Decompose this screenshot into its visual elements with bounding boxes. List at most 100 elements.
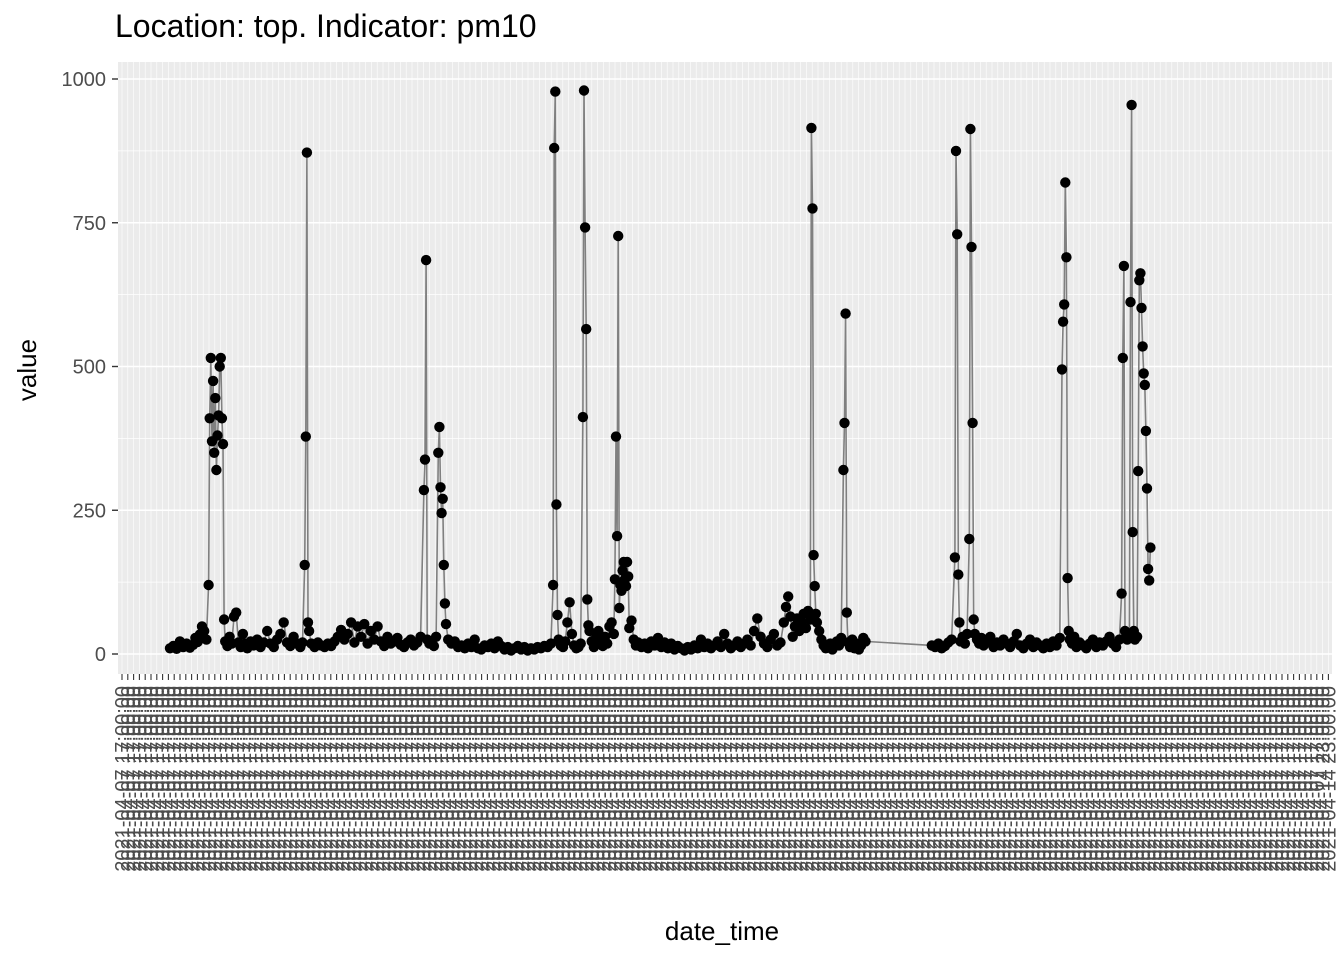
x-tick-label: 2021-04-07 17:00:00 [443, 686, 465, 872]
x-tick-label: 2021-04-07 17:00:00 [1284, 686, 1306, 872]
data-point [212, 430, 223, 441]
data-point [1144, 575, 1155, 586]
x-tick-label: 2021-04-07 17:00:00 [640, 686, 662, 872]
x-tick-label: 2021-04-07 17:00:00 [1057, 686, 1079, 872]
data-point [965, 123, 976, 135]
x-tick-label: 2021-04-07 17:00:00 [1086, 686, 1108, 872]
x-tick-label: 2021-04-07 17:00:00 [936, 686, 958, 872]
x-tick-label: 2021-04-07 17:00:00 [1289, 686, 1311, 872]
data-point [783, 591, 794, 602]
x-tick-label: 2021-04-07 17:00:00 [286, 686, 308, 872]
data-point [440, 618, 452, 630]
x-tick-label: 2021-04-07 17:00:00 [675, 686, 697, 872]
data-point [237, 628, 249, 640]
x-tick-label: 2021-04-07 17:00:00 [332, 686, 354, 872]
data-point [1118, 260, 1130, 272]
x-tick-label: 2021-04-07 17:00:00 [808, 686, 830, 872]
x-tick-label: 2021-04-07 17:00:00 [1052, 686, 1074, 872]
x-tick-label: 2021-04-07 17:00:00 [477, 686, 499, 872]
data-point [564, 597, 575, 608]
x-tick-label: 2021-04-07 17:00:00 [1028, 686, 1050, 872]
x-tick-label: 2021-04-07 17:00:00 [489, 686, 511, 872]
data-point [217, 438, 229, 450]
data-point [966, 241, 977, 253]
x-tick-label: 2021-04-07 17:00:00 [738, 686, 760, 872]
data-point [1135, 268, 1146, 279]
data-point [745, 640, 756, 651]
data-point [775, 637, 786, 648]
x-tick-label: 2021-04-07 17:00:00 [193, 686, 215, 872]
data-point [342, 628, 353, 640]
data-point [810, 608, 821, 619]
data-point [560, 636, 571, 647]
data-point [419, 454, 431, 465]
data-point [946, 634, 957, 645]
data-point [575, 638, 586, 649]
data-point [433, 447, 444, 458]
x-tick-label: 2021-04-07 17:00:00 [257, 686, 279, 872]
x-tick-label: 2021-04-07 17:00:00 [646, 686, 668, 872]
x-tick-label: 2021-04-07 17:00:00 [187, 686, 209, 872]
x-tick-label: 2021-04-07 17:00:00 [564, 686, 586, 872]
x-tick-label: 2021-04-07 17:00:00 [118, 686, 140, 872]
x-tick-label: 2021-04-07 17:00:00 [866, 686, 888, 872]
x-tick-label: 2021-04-07 17:00:00 [1307, 686, 1329, 872]
x-tick-label: 2021-04-07 17:00:00 [425, 686, 447, 872]
x-tick-label: 2021-04-07 17:00:00 [582, 686, 604, 872]
data-point [1116, 588, 1127, 599]
data-point [1142, 563, 1154, 575]
x-tick-label: 2021-04-07 17:00:00 [147, 686, 169, 872]
data-point [438, 559, 449, 571]
x-tick-label: 2021-04-07 17:00:00 [431, 686, 453, 872]
data-point [231, 607, 242, 618]
x-tick-label: 2021-04-07 17:00:00 [1272, 686, 1294, 872]
data-point [547, 579, 559, 591]
data-point [297, 637, 308, 648]
x-tick-label: 2021-04-07 17:00:00 [785, 686, 807, 872]
data-point [420, 254, 432, 266]
x-tick-label: 2021-04-07 17:00:00 [211, 686, 233, 872]
data-point [552, 609, 563, 621]
x-tick-label: 2021-04-07 17:00:00 [889, 686, 911, 872]
data-point [428, 640, 440, 652]
data-point [1054, 632, 1066, 644]
data-point [968, 614, 979, 625]
data-point [545, 638, 557, 649]
x-tick-label: 2021-04-07 17:00:00 [1237, 686, 1259, 872]
x-tick-label: 2021-04-07 17:00:00 [1075, 686, 1097, 872]
x-tick-label: 2021-04-07 17:00:00 [1115, 686, 1137, 872]
x-tick-label: 2021-04-07 17:00:00 [327, 686, 349, 872]
x-tick-label: 2021-04-07 17:00:00 [727, 686, 749, 872]
data-point [780, 601, 792, 613]
data-point [623, 571, 634, 582]
data-point [1141, 483, 1153, 494]
data-point [578, 85, 590, 96]
data-point [1056, 364, 1068, 375]
x-tick-label: 2021-04-07 17:00:00 [611, 686, 633, 872]
data-point [203, 579, 214, 591]
x-tick-label: 2021-04-07 17:00:00 [1139, 686, 1161, 872]
data-point [1145, 542, 1156, 553]
data-point [584, 625, 595, 637]
x-tick-label: 2021-04-07 17:00:00 [721, 686, 743, 872]
data-point [209, 447, 220, 458]
data-point [302, 617, 314, 628]
x-tick-label: 2021-04-07 17:00:00 [1173, 686, 1195, 872]
x-tick-label: 2021-04-07 17:00:00 [994, 686, 1016, 872]
x-tick-label: 2021-04-07 17:00:00 [1110, 686, 1132, 872]
x-tick-label: 2021-04-07 17:00:00 [1179, 686, 1201, 872]
x-tick-label: 2021-04-07 17:00:00 [338, 686, 360, 872]
x-tick-label: 2021-04-07 17:00:00 [112, 686, 134, 872]
x-tick-label: 2021-04-07 17:00:00 [1243, 686, 1265, 872]
data-point [469, 634, 480, 645]
x-tick-label: 2021-04-07 17:00:00 [356, 686, 378, 872]
data-point [551, 499, 562, 510]
chart-title: Location: top. Indicator: pm10 [115, 8, 537, 44]
x-tick-label: 2021-04-07 17:00:00 [907, 686, 929, 872]
x-tick-label: 2021-04-07 17:00:00 [541, 686, 563, 872]
x-tick-label: 2021-04-07 17:00:00 [524, 686, 546, 872]
x-tick-label: 2021-04-07 17:00:00 [158, 686, 180, 872]
x-tick-label: 2021-04-07 17:00:00 [1208, 686, 1230, 872]
x-tick-label: 2021-04-07 17:00:00 [779, 686, 801, 872]
x-tick-label: 2021-04-07 17:00:00 [576, 686, 598, 872]
